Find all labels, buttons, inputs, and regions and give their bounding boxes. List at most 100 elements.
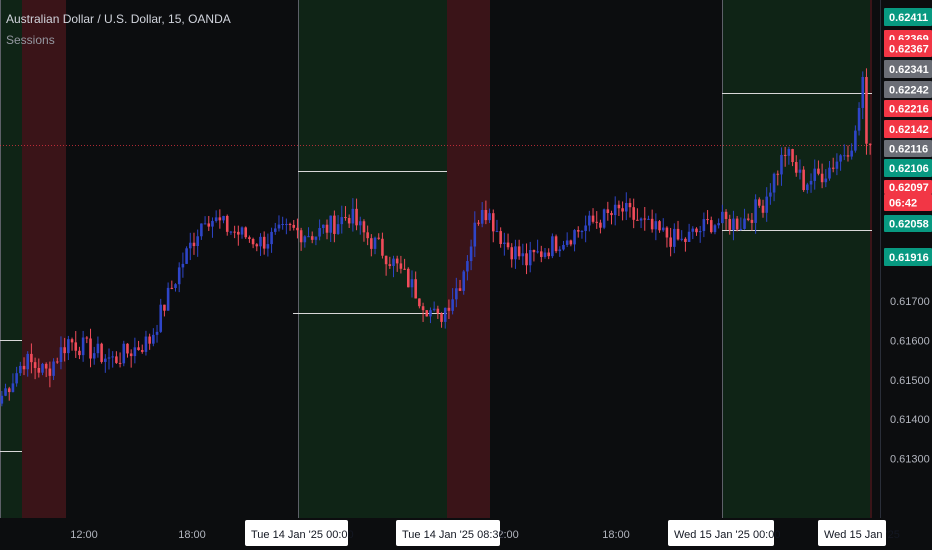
candle-body xyxy=(410,279,414,288)
candle-body xyxy=(211,220,214,227)
candle xyxy=(259,233,262,256)
candle-body xyxy=(835,161,839,169)
candle-body xyxy=(643,218,647,220)
x-tick-label: 18:00 xyxy=(178,529,206,541)
candle-body xyxy=(318,228,321,237)
x-tick-tag-label: Tue 14 Jan '25 00:00 xyxy=(251,529,354,541)
candle-body xyxy=(565,240,569,245)
candle xyxy=(174,283,177,292)
candle xyxy=(665,226,669,248)
candle-body xyxy=(281,224,284,226)
candle-body xyxy=(857,107,861,131)
candle xyxy=(540,245,543,263)
candle xyxy=(225,214,229,236)
candle-body xyxy=(100,343,103,362)
candle-body xyxy=(802,169,805,191)
price-tag: 0.62116 xyxy=(884,140,932,157)
candle xyxy=(370,234,373,257)
candle-body xyxy=(384,255,388,265)
candle xyxy=(26,351,30,377)
candle xyxy=(273,222,277,235)
candle-body xyxy=(676,228,680,240)
x-tick-tag: Tue 14 Jan '25 00:00 xyxy=(245,520,354,546)
candle-body xyxy=(233,231,236,233)
candle xyxy=(318,219,321,241)
candle xyxy=(495,219,499,233)
price-tag-bg xyxy=(884,60,932,78)
candle-body xyxy=(144,336,148,352)
candle-body xyxy=(148,336,151,344)
candle-body xyxy=(177,267,181,285)
candle xyxy=(639,217,643,229)
candle-body xyxy=(414,279,417,299)
candle-body xyxy=(554,236,558,252)
candle xyxy=(828,160,831,181)
candle xyxy=(850,143,853,160)
candle xyxy=(650,209,654,233)
candle xyxy=(377,233,381,240)
candle-body xyxy=(418,298,421,307)
candle-body xyxy=(67,339,70,354)
candle xyxy=(558,246,562,257)
candle xyxy=(81,330,85,362)
price-tag: 06:42 xyxy=(884,194,932,211)
candle xyxy=(100,342,103,364)
candle xyxy=(133,337,137,364)
x-tick-tag: Wed 15 Jan '25 xyxy=(818,520,900,546)
candle xyxy=(628,198,632,218)
candle xyxy=(362,219,366,242)
indicator-label[interactable]: Sessions xyxy=(6,33,55,47)
candle xyxy=(214,210,218,223)
candle xyxy=(669,227,672,257)
candle-body xyxy=(746,218,750,220)
candle xyxy=(222,215,225,224)
candle xyxy=(658,220,661,233)
candle xyxy=(262,231,266,255)
candle-body xyxy=(92,353,96,359)
candle-body xyxy=(351,208,355,224)
candle-body xyxy=(488,213,491,221)
candle-body xyxy=(580,230,584,232)
candle xyxy=(562,240,565,251)
candle-body xyxy=(78,350,81,356)
candle-body xyxy=(462,271,466,291)
candle xyxy=(813,159,817,190)
x-tick-tag-bg xyxy=(245,520,348,546)
candle xyxy=(854,125,857,153)
candle-body xyxy=(41,363,44,373)
candle-body xyxy=(399,263,403,269)
candle-body xyxy=(170,287,174,289)
candle-body xyxy=(159,304,163,332)
candle xyxy=(432,301,436,312)
candle-body xyxy=(510,247,514,260)
candle xyxy=(794,155,798,177)
candle xyxy=(22,357,26,376)
candle xyxy=(787,146,791,165)
candle xyxy=(137,340,140,351)
candle xyxy=(111,351,114,368)
candle xyxy=(144,330,148,356)
candle xyxy=(388,256,392,269)
y-tick-label: 0.61600 xyxy=(890,335,930,347)
candle-body xyxy=(491,213,495,232)
candle-body xyxy=(432,308,436,311)
candle-body xyxy=(126,343,129,354)
candle-body xyxy=(684,238,687,242)
candle xyxy=(602,208,606,230)
candle xyxy=(129,349,133,368)
y-tick-label: 0.61400 xyxy=(890,414,930,426)
candle-body xyxy=(443,307,447,322)
candle xyxy=(654,213,658,241)
x-tick-tag-bg xyxy=(668,520,774,546)
candle xyxy=(104,354,107,373)
price-tag: 0.62411 xyxy=(884,8,932,26)
candle-body xyxy=(591,215,595,222)
candle xyxy=(299,227,303,251)
candle xyxy=(440,312,443,328)
session-band-red xyxy=(22,0,66,518)
price-tag: 0.62242 xyxy=(884,81,932,98)
candle xyxy=(237,225,240,246)
x-tick-tag-label: Tue 14 Jan '25 08:30 xyxy=(402,529,505,541)
